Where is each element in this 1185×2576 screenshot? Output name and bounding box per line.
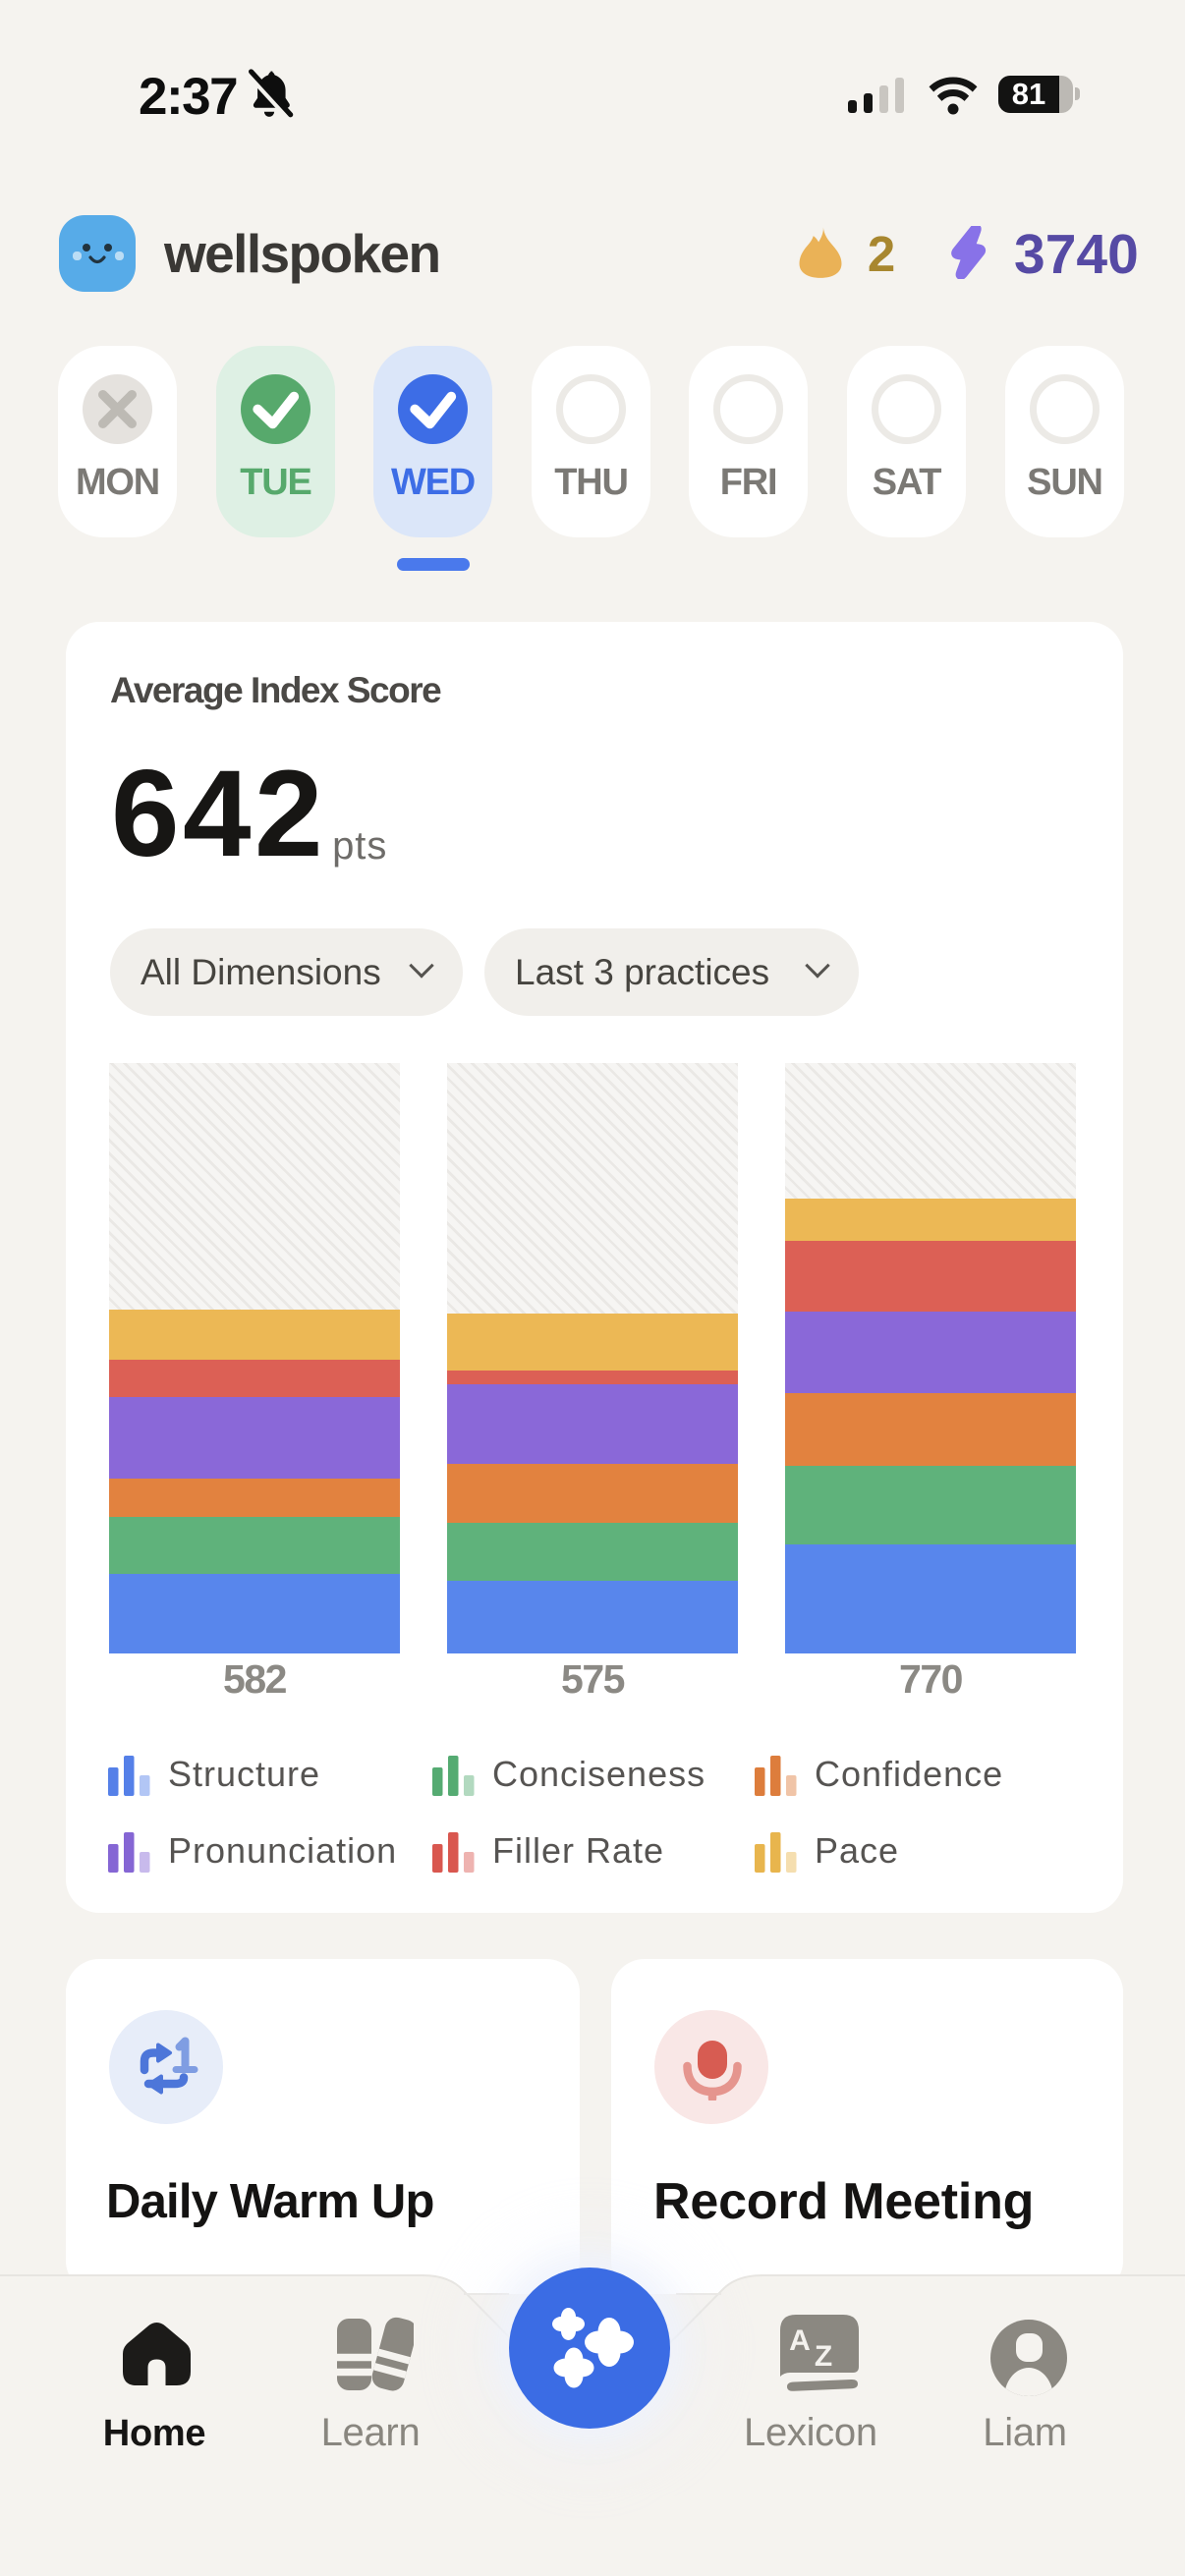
svg-text:Z: Z xyxy=(815,2340,832,2373)
svg-text:A: A xyxy=(789,2324,811,2357)
